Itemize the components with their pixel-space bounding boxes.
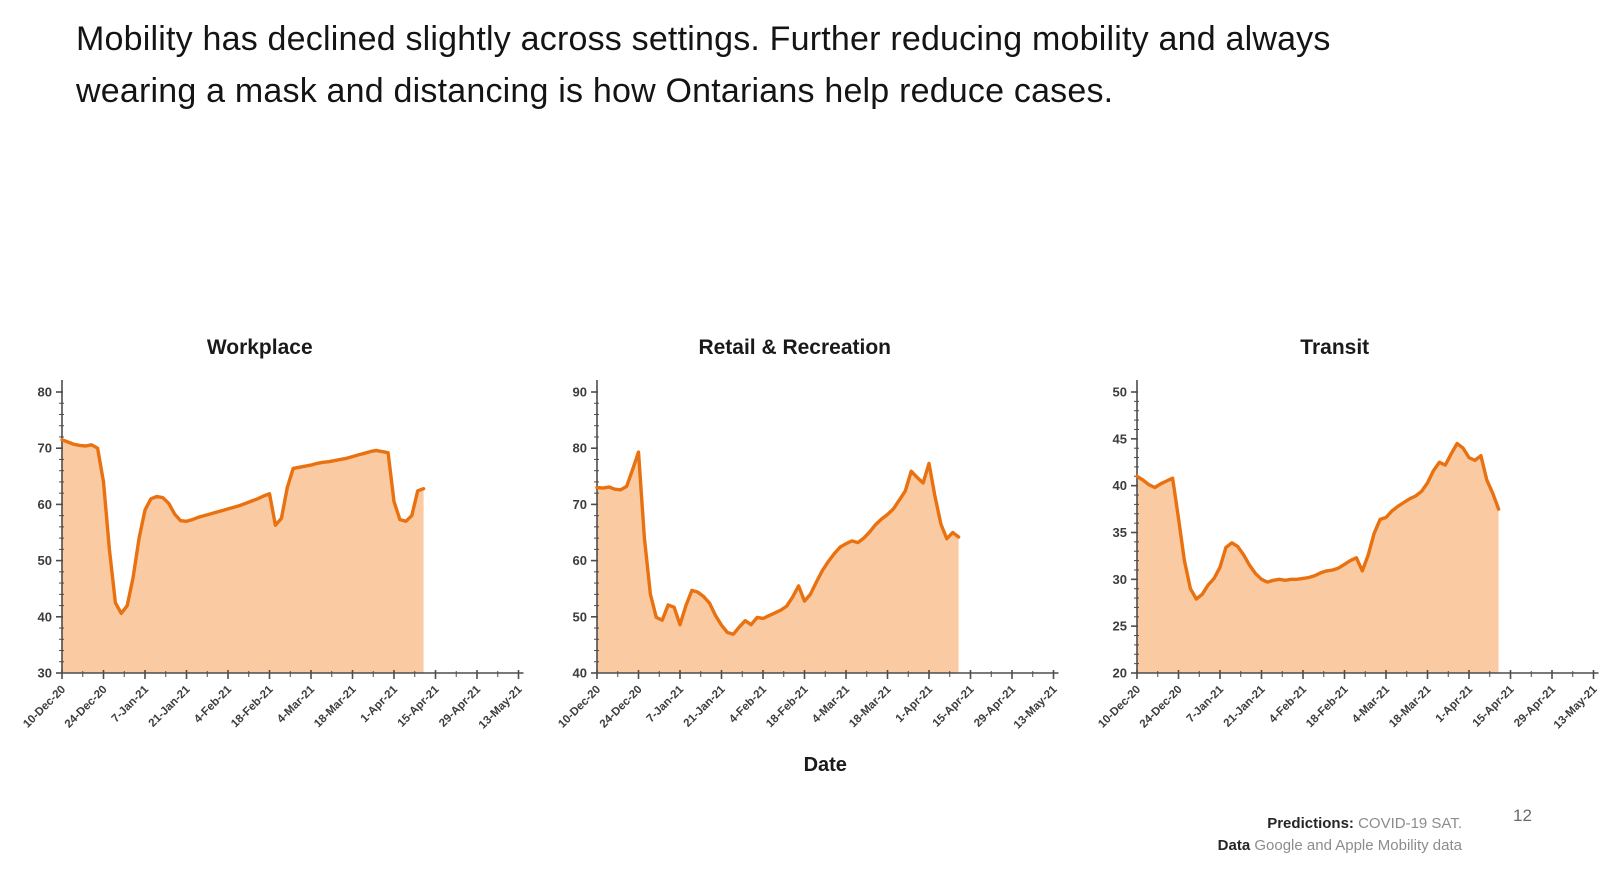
x-tick-label: 15-Apr-21 (1471, 683, 1517, 729)
x-tick-label: 4-Feb-21 (1267, 683, 1309, 725)
x-tick-label: 1-Apr-21 (1434, 683, 1476, 725)
y-tick-label: 25 (1113, 619, 1127, 634)
area-fill (597, 452, 959, 673)
y-tick-label: 35 (1113, 525, 1127, 540)
series-line (595, 450, 961, 636)
x-tick-label: 7-Jan-21 (1185, 683, 1227, 725)
area-fill (62, 439, 424, 673)
x-tick-label: 21-Jan-21 (1222, 683, 1268, 729)
x-tick-label: 4-Feb-21 (192, 683, 234, 725)
x-tick-label: 13-May-21 (1552, 683, 1600, 731)
y-tick-label: 60 (573, 553, 587, 568)
x-tick-label: 21-Jan-21 (682, 683, 728, 729)
y-tick-label: 30 (1113, 572, 1127, 587)
series-line (60, 438, 426, 616)
x-tick-label: 18-Feb-21 (1304, 683, 1351, 730)
predictions-value: COVID-19 SAT. (1358, 815, 1462, 832)
x-tick-label: 4-Mar-21 (810, 683, 852, 725)
x-tick-label: 18-Mar-21 (847, 683, 894, 730)
x-tick-label: 1-Apr-21 (894, 683, 936, 725)
area-fill (1137, 443, 1499, 673)
x-tick-label: 4-Feb-21 (727, 683, 769, 725)
x-tick-label: 15-Apr-21 (931, 683, 977, 729)
chart-retail-recreation: 40 50 60 70 80 90 10-Dec-20 24-Dec-20 7-Jan-21 21… (545, 330, 1060, 780)
footer-data-line: Data Google and Apple Mobility data (1218, 835, 1462, 857)
footer-credits: Predictions: COVID-19 SAT. Data Google a… (1218, 813, 1462, 857)
x-tick-label: 18-Feb-21 (764, 683, 811, 730)
x-tick-label: 15-Apr-21 (396, 683, 442, 729)
y-tick-label: 50 (573, 609, 587, 624)
charts-row: 30 40 50 60 70 80 10-Dec-20 24-Dec-20 7-Jan-21 21… (0, 330, 1600, 790)
y-tick-label: 80 (38, 385, 52, 400)
y-tick-label: 40 (38, 609, 52, 624)
page-number: 12 (1513, 806, 1532, 825)
chart-title: Workplace (207, 336, 313, 359)
x-tick-label: 7-Jan-21 (110, 683, 152, 725)
x-tick-label: 10-Dec-20 (1096, 684, 1143, 731)
x-tick-label: 24-Dec-20 (1138, 684, 1185, 731)
x-tick-label: 18-Mar-21 (1387, 683, 1434, 730)
y-tick-label: 50 (38, 553, 52, 568)
x-tick-label: 1-Apr-21 (359, 683, 401, 725)
x-tick-label: 4-Mar-21 (275, 683, 317, 725)
y-tick-label: 45 (1113, 431, 1127, 446)
chart-workplace: 30 40 50 60 70 80 10-Dec-20 24-Dec-20 7-Jan-21 21… (10, 330, 525, 780)
y-tick-label: 90 (573, 385, 587, 400)
y-tick-label: 70 (38, 441, 52, 456)
data-label: Data (1217, 836, 1251, 854)
y-tick-label: 60 (38, 497, 52, 512)
chart-transit: 20 25 30 35 40 45 50 10-Dec-20 24-Dec-20 7-Jan-21… (1085, 330, 1600, 780)
y-tick-label: 70 (573, 497, 587, 512)
x-tick-label: 24-Dec-20 (63, 684, 110, 731)
predictions-label: Predictions: (1267, 815, 1354, 832)
x-tick-label: 7-Jan-21 (645, 683, 687, 725)
x-tick-label: 18-Mar-21 (312, 683, 359, 730)
y-tick-label: 50 (1113, 385, 1127, 400)
chart-title: Retail & Recreation (698, 336, 891, 359)
x-tick-label: 13-May-21 (1012, 683, 1060, 731)
x-tick-label: 10-Dec-20 (556, 684, 603, 731)
x-tick-label: 21-Jan-21 (147, 683, 193, 729)
slide-headline: Mobility has declined slightly across se… (76, 20, 1331, 110)
x-tick-label: 24-Dec-20 (598, 684, 645, 731)
series-line (1135, 441, 1501, 601)
x-tick-label: 13-May-21 (477, 683, 525, 731)
data-value: Google and Apple Mobility data (1254, 836, 1462, 854)
y-tick-label: 40 (1113, 478, 1127, 493)
y-tick-label: 40 (573, 666, 587, 681)
x-tick-label: 4-Mar-21 (1350, 683, 1392, 725)
y-tick-label: 20 (1113, 666, 1127, 681)
y-tick-label: 80 (573, 441, 587, 456)
x-tick-label: 18-Feb-21 (229, 683, 276, 730)
x-tick-label: 10-Dec-20 (21, 684, 68, 731)
x-axis-title: Date (804, 754, 847, 776)
y-tick-label: 30 (38, 666, 52, 681)
chart-title: Transit (1300, 336, 1369, 359)
footer-predictions-line: Predictions: COVID-19 SAT. (1218, 813, 1462, 835)
